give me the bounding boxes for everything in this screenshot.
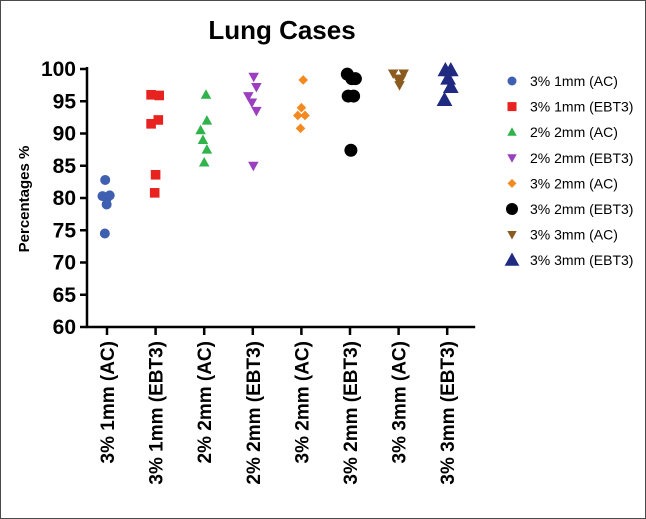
data-point — [436, 91, 453, 106]
legend-marker — [507, 154, 517, 163]
data-point — [201, 115, 213, 125]
y-tick-label: 80 — [53, 187, 76, 210]
x-tick-label: 3% 3mm (EBT3) — [438, 341, 459, 485]
data-point — [398, 69, 409, 80]
legend-label: 3% 3mm (EBT3) — [530, 252, 633, 268]
data-point — [197, 134, 209, 144]
data-point — [246, 98, 258, 109]
data-point — [251, 106, 262, 117]
legend-label: 2% 2mm (EBT3) — [530, 150, 633, 166]
y-tick-label: 75 — [53, 219, 77, 242]
x-tick-label: 3% 3mm (AC) — [390, 341, 411, 463]
legend: 3% 1mm (AC) 3% 1mm (EBT3) 2% 2mm (AC) 2% 2m… — [504, 73, 633, 268]
data-point — [293, 110, 303, 121]
data-point — [300, 110, 310, 121]
data-point — [198, 157, 210, 167]
data-point — [101, 199, 112, 210]
legend-marker — [507, 102, 517, 112]
data-point — [149, 188, 160, 198]
y-tick-label: 95 — [53, 90, 77, 113]
legend-marker — [507, 76, 517, 86]
data-point — [146, 119, 156, 129]
data-point — [348, 72, 362, 86]
data-point — [387, 69, 399, 80]
legend-marker — [507, 127, 517, 136]
y-tick-label: 90 — [53, 123, 76, 146]
legend-label: 3% 2mm (EBT3) — [530, 201, 633, 217]
data-point — [347, 89, 361, 103]
data-point — [201, 144, 213, 154]
legend-marker — [507, 178, 517, 188]
data-point — [251, 83, 262, 93]
data-point — [394, 81, 405, 91]
legend-label: 3% 1mm (AC) — [530, 73, 618, 89]
x-axis: 3% 1mm (AC) 3% 1mm (EBT3) 2% 2mm (AC) 2% 2m… — [86, 325, 476, 485]
legend-label: 3% 3mm (AC) — [530, 227, 618, 243]
legend-label: 3% 1mm (EBT3) — [530, 99, 633, 115]
data-point — [146, 90, 156, 100]
data-point — [296, 102, 307, 113]
x-tick-label: 3% 1mm (AC) — [98, 341, 119, 463]
legend-label: 3% 2mm (AC) — [530, 175, 618, 191]
data-point — [295, 123, 306, 134]
data-point — [104, 190, 115, 201]
y-tick-label: 70 — [53, 252, 76, 275]
data-point — [200, 89, 212, 99]
legend-marker — [507, 231, 517, 240]
data-point — [150, 169, 161, 180]
data-point — [248, 72, 259, 83]
data-points — [97, 62, 459, 239]
legend-label: 2% 2mm (AC) — [530, 124, 618, 140]
y-axis-label: Percentages % — [16, 146, 33, 253]
data-point — [100, 174, 111, 185]
data-point — [248, 161, 259, 172]
data-point — [243, 92, 254, 102]
data-point — [99, 228, 110, 239]
y-axis: 60 65 70 75 80 85 90 95 100 — [41, 58, 89, 339]
legend-marker — [506, 203, 518, 215]
data-point — [154, 90, 164, 101]
y-tick-label: 65 — [53, 284, 77, 307]
data-point — [153, 115, 164, 125]
data-point — [344, 143, 358, 157]
data-point — [195, 124, 206, 135]
y-tick-label: 85 — [53, 155, 77, 178]
x-tick-label: 3% 1mm (EBT3) — [147, 341, 168, 485]
x-tick-label: 3% 2mm (AC) — [292, 341, 313, 463]
x-tick-label: 2% 2mm (EBT3) — [244, 341, 265, 485]
data-point — [396, 74, 407, 85]
legend-marker — [504, 252, 520, 266]
x-tick-label: 2% 2mm (AC) — [195, 341, 216, 463]
y-tick-label: 100 — [41, 58, 76, 81]
chart-title: Lung Cases — [208, 15, 355, 45]
x-tick-label: 3% 2mm (EBT3) — [341, 341, 362, 485]
y-tick-label: 60 — [53, 316, 76, 339]
data-point — [298, 75, 308, 85]
data-point — [442, 78, 459, 94]
